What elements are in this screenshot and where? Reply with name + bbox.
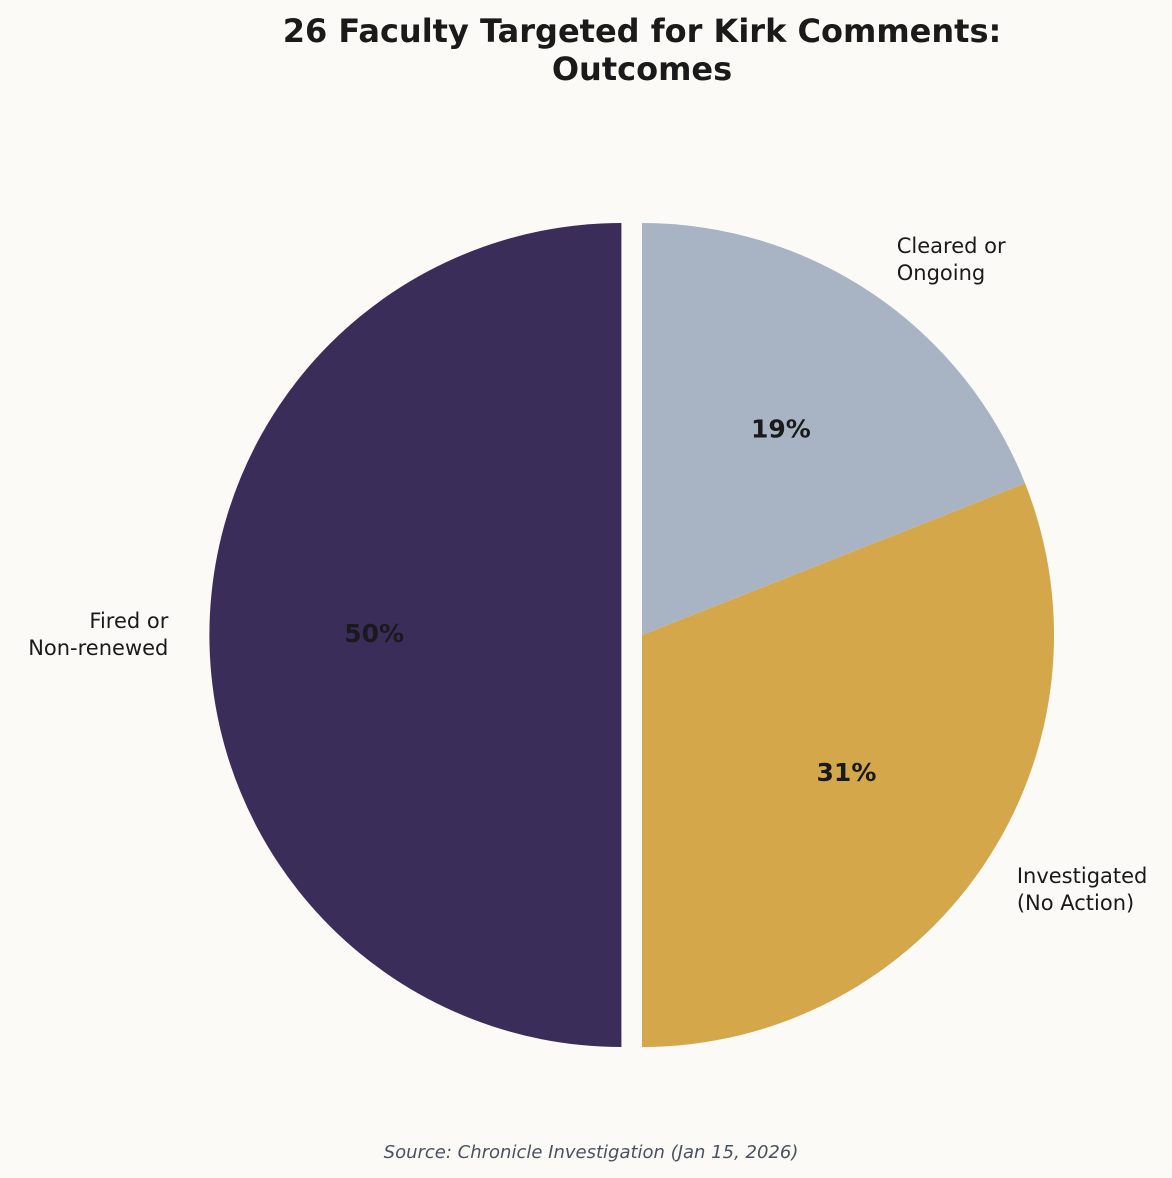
- category-label: Cleared or Ongoing: [896, 234, 1006, 286]
- category-label: Fired or Non-renewed: [28, 609, 169, 660]
- pie-slice: [209, 223, 622, 1047]
- value-label: 31%: [817, 758, 877, 787]
- pie-slice: [642, 223, 1026, 635]
- source-note: Source: Chronicle Investigation (Jan 15,…: [383, 1142, 799, 1163]
- pie-slice: [642, 483, 1054, 1048]
- value-label: 50%: [344, 619, 404, 648]
- category-label: Investigated (No Action): [1016, 863, 1148, 915]
- chart-title: 26 Faculty Targeted for Kirk Comments: O…: [282, 12, 1002, 88]
- value-label: 19%: [751, 415, 811, 444]
